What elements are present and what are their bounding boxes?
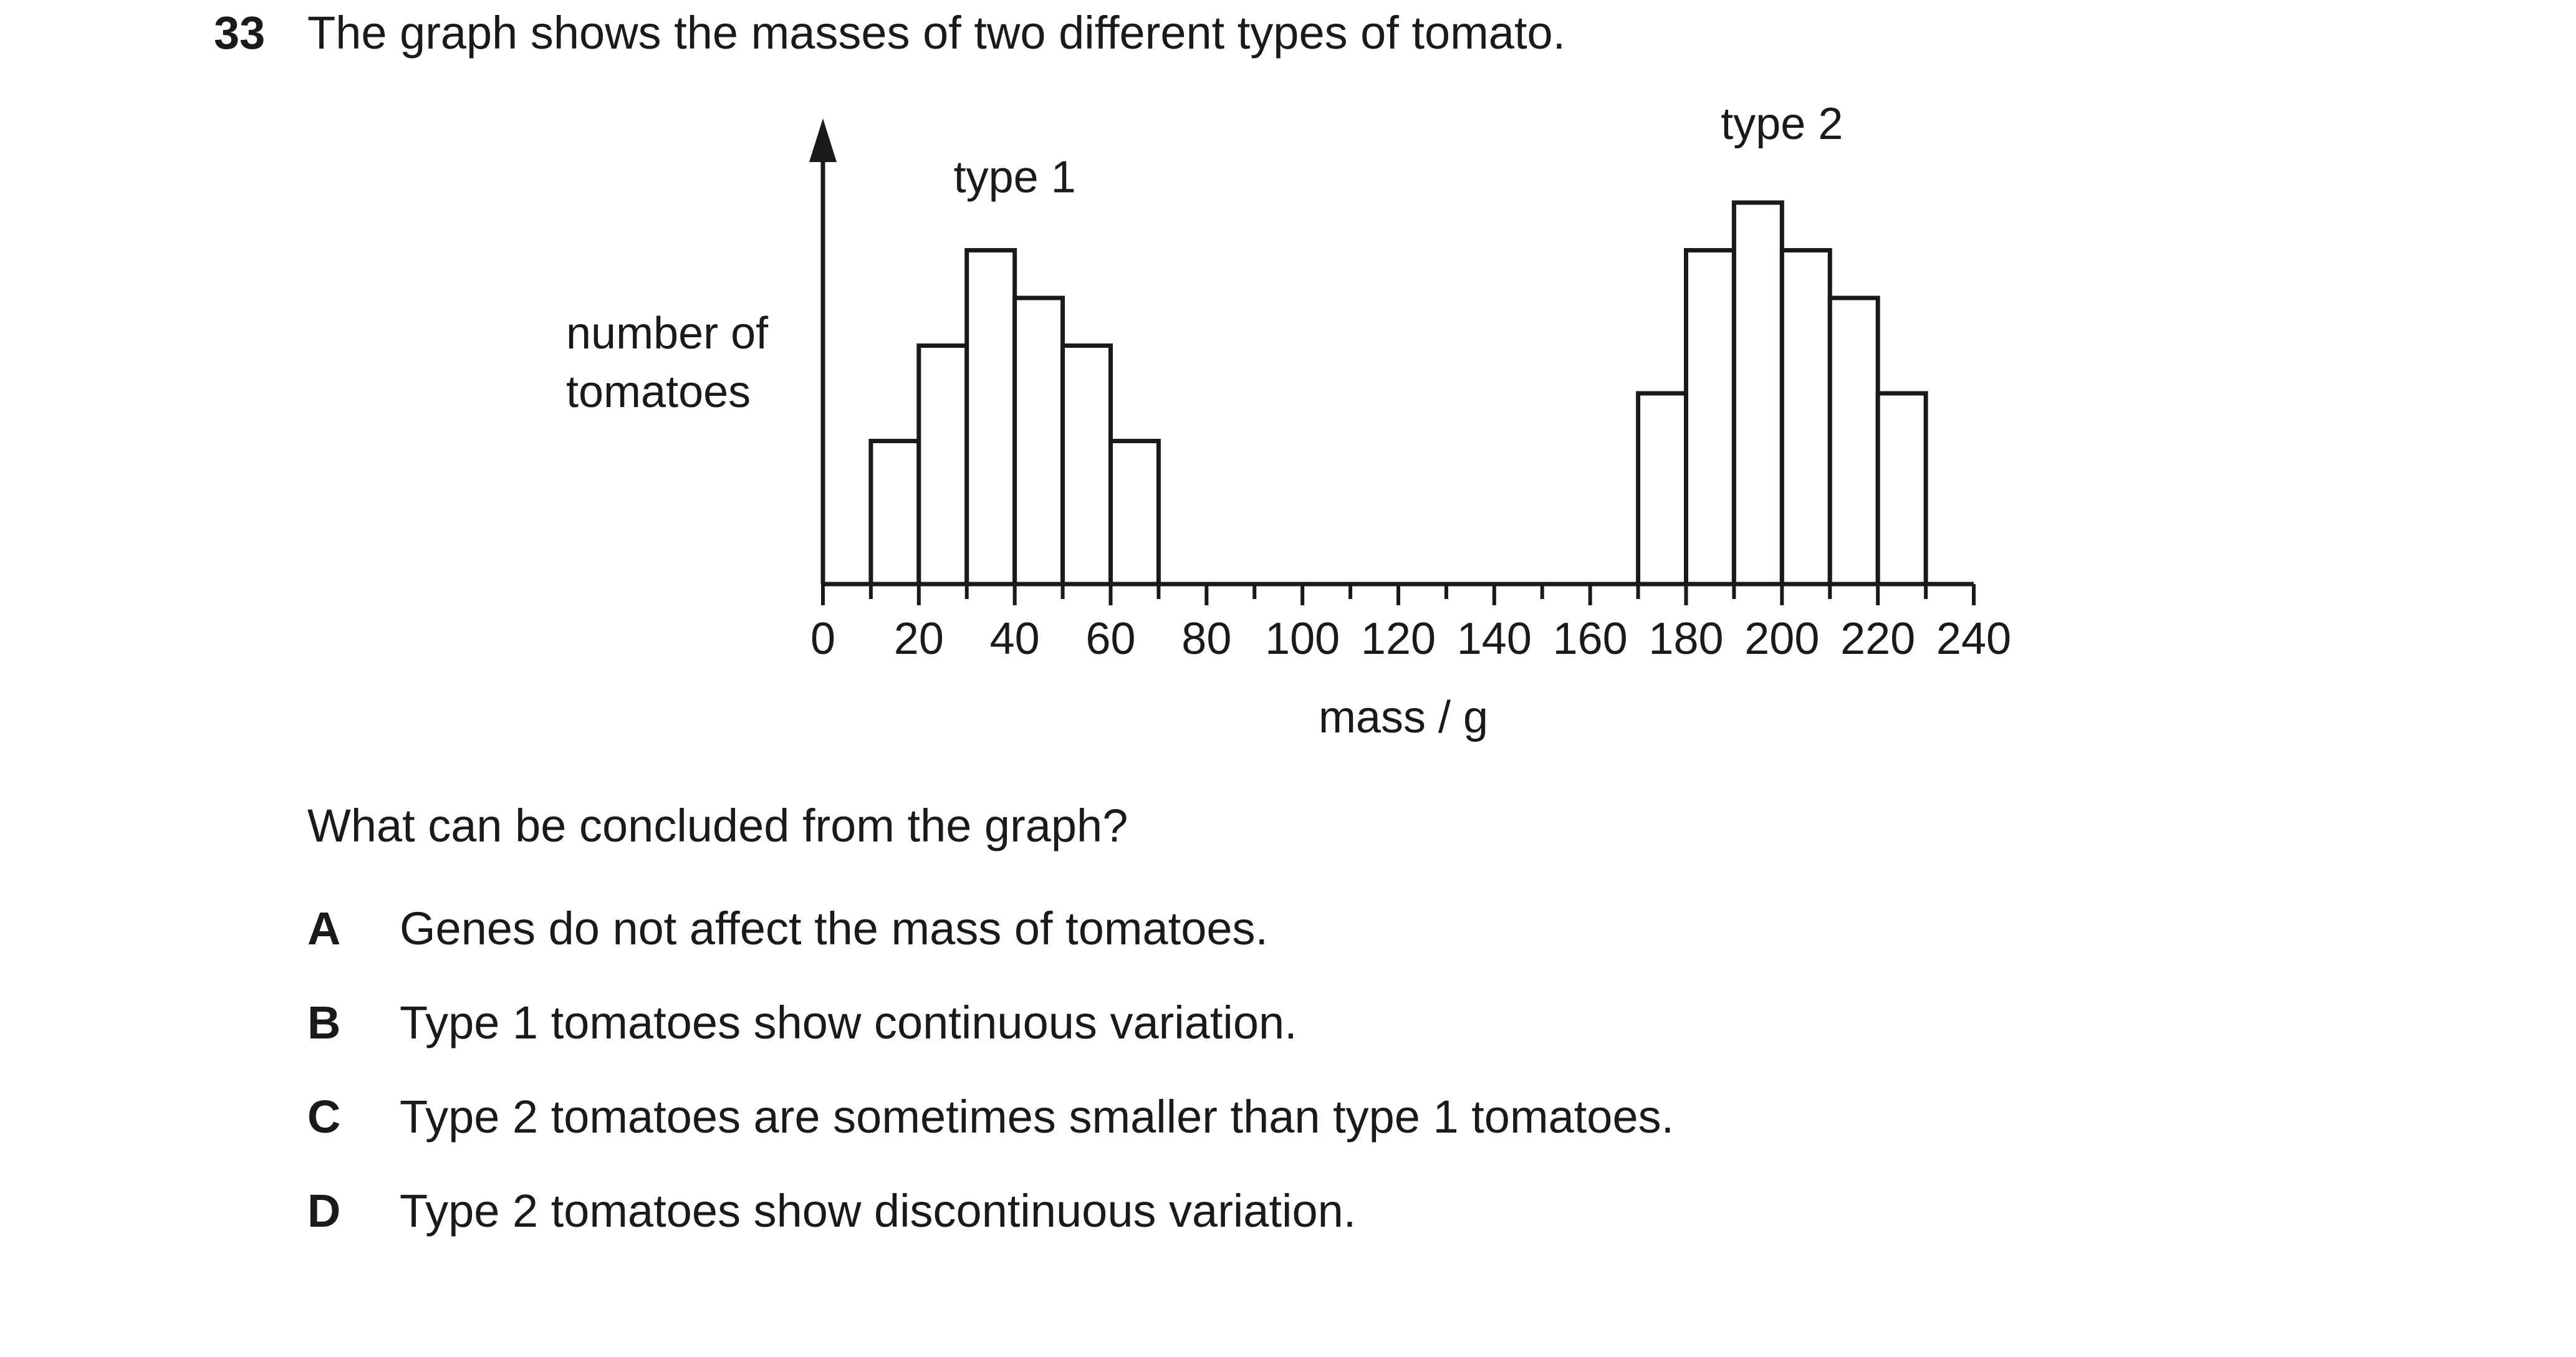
bars-layer <box>868 200 1928 587</box>
x-tick-label: 180 <box>1648 614 1723 664</box>
option-text: Genes do not affect the mass of tomatoes… <box>400 903 1269 954</box>
option-letter: C <box>307 1091 341 1143</box>
x-tick-label: 240 <box>1936 614 2011 664</box>
histogram-bar <box>1731 200 1784 587</box>
label-layer: type 1 type 2 0 20 40 60 80 100 120 140 160 180 200 2… <box>810 99 2011 742</box>
histogram-bar <box>1779 248 1832 587</box>
x-tick-label: 0 <box>810 614 835 664</box>
histogram-bar <box>916 343 969 587</box>
y-axis-arrow <box>809 118 837 162</box>
option-text: Type 1 tomatoes show continuous variatio… <box>400 997 1297 1048</box>
series-label: type 2 <box>1721 99 1843 149</box>
question-number: 33 <box>214 7 266 59</box>
option-letter: A <box>307 903 341 954</box>
histogram-bar <box>1827 295 1880 587</box>
option-a[interactable]: A Genes do not affect the mass of tomato… <box>307 901 1268 957</box>
x-tick-label: 160 <box>1553 614 1628 664</box>
x-tick-label: 200 <box>1744 614 1819 664</box>
option-text: Type 2 tomatoes are sometimes smaller th… <box>400 1091 1675 1143</box>
x-tick-label: 60 <box>1085 614 1135 664</box>
option-letter: B <box>307 997 341 1048</box>
question-prompt: What can be concluded from the graph? <box>307 800 1128 851</box>
y-axis-label: number of tomatoes <box>566 309 769 417</box>
histogram-bar <box>1684 248 1736 587</box>
histogram-bar <box>1636 391 1688 587</box>
x-tick-label: 120 <box>1361 614 1436 664</box>
series-label: type 1 <box>954 153 1076 203</box>
x-axis-label: mass / g <box>1319 693 1488 742</box>
option-d[interactable]: D Type 2 tomatoes show discontinuous var… <box>307 1183 1356 1239</box>
x-tick-label: 40 <box>990 614 1040 664</box>
x-tick-label: 140 <box>1457 614 1532 664</box>
option-letter: D <box>307 1185 341 1237</box>
option-b[interactable]: B Type 1 tomatoes show continuous variat… <box>307 995 1297 1051</box>
histogram-chart: type 1 type 2 0 20 40 60 80 100 120 140 160 180 200 2… <box>809 99 2011 742</box>
x-tick-label: 220 <box>1840 614 1915 664</box>
histogram-bar <box>868 439 921 587</box>
x-tick-label: 80 <box>1181 614 1231 664</box>
histogram-bar <box>1875 391 1928 587</box>
question-stem: The graph shows the masses of two differ… <box>307 7 1566 59</box>
option-text: Type 2 tomatoes show discontinuous varia… <box>400 1185 1357 1237</box>
option-c[interactable]: C Type 2 tomatoes are sometimes smaller … <box>307 1089 1674 1145</box>
x-tick-label: 20 <box>894 614 944 664</box>
histogram-bar <box>1060 343 1113 587</box>
histogram-bar <box>964 248 1017 587</box>
x-tick-label: 100 <box>1265 614 1340 664</box>
axis-layer <box>809 118 1976 605</box>
histogram-bar <box>1108 439 1161 587</box>
histogram-bar <box>1012 295 1065 587</box>
